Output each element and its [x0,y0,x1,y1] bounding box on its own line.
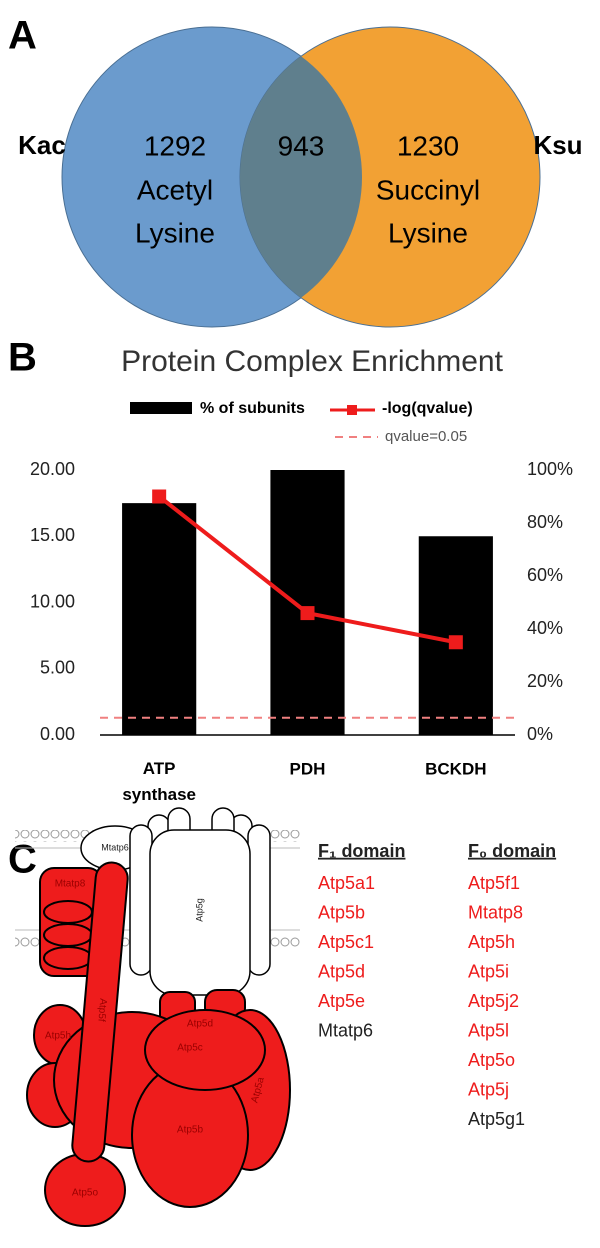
chart-title: Protein Complex Enrichment [121,345,503,378]
subunit-label: Atp5o [72,1188,99,1199]
legend-label: qvalue=0.05 [385,428,467,445]
venn-overlap [240,27,362,327]
set-label: Lysine [135,217,215,248]
subunit-label: Atp5c [177,1043,203,1054]
subunit-item: Atp5h [468,932,515,952]
panel-label: A [8,14,37,58]
x-tick-label: ATP synthase [122,759,196,804]
set-label: Succinyl [376,174,480,205]
subunit-item: Atp5b [318,902,365,922]
subunit-item: Atp5a1 [318,873,375,893]
legend-swatch [347,405,357,415]
y2-tick-label: 0% [527,724,553,744]
subunit-item: Atp5d [318,961,365,981]
line-marker [448,635,463,650]
y2-tick-label: 80% [527,512,563,532]
domain-heading: F₁ domain [318,841,405,861]
domain-heading: F₀ domain [468,841,556,861]
y2-tick-label: 100% [527,459,573,479]
bar [122,503,197,735]
atp-synthase-diagram [15,807,300,1227]
y2-tick-label: 60% [527,565,563,585]
panel-label: B [8,336,37,380]
subunit-item: Atp5j [468,1079,509,1099]
set-label: Acetyl [137,174,213,205]
subunit-item: Mtatp8 [468,902,523,922]
line-marker [152,489,167,504]
subunit-label: Atp5g [194,898,204,922]
subunit-label: Atp5b [177,1125,204,1136]
subunit-item: Atp5i [468,961,509,981]
subunit-label: Atp5f [95,998,108,1022]
set-name: Ksu [533,130,582,160]
y2-tick-label: 40% [527,618,563,638]
y-tick-label: 0.00 [40,724,75,744]
subunit-item: Atp5g1 [468,1109,525,1129]
set-label: Lysine [388,217,468,248]
panel-label: C [8,838,37,882]
overlap-count: 943 [278,130,325,161]
subunit-item: Atp5l [468,1020,509,1040]
subunit-label: Atp5h [45,1031,71,1042]
legend-label: % of subunits [200,400,305,417]
y-tick-label: 20.00 [30,459,75,479]
subunit-item: Atp5c1 [318,932,374,952]
set-name: Kac [18,130,66,160]
y-tick-label: 10.00 [30,591,75,611]
y-tick-label: 15.00 [30,525,75,545]
legend-swatch [130,402,192,414]
line-marker [300,606,315,621]
subunit-label: Mtatp8 [55,879,86,890]
set-count: 1230 [397,130,459,161]
y2-tick-label: 20% [527,671,563,691]
x-tick-label: BCKDH [425,759,486,778]
subunit-item: Mtatp6 [318,1020,373,1040]
legend-label: -log(qvalue) [382,400,473,417]
y-tick-label: 5.00 [40,658,75,678]
subunit-item: Atp5f1 [468,873,520,893]
subunit-item: Atp5o [468,1050,515,1070]
subunit-item: Atp5j2 [468,991,519,1011]
subunit-label: Mtatp6 [101,842,129,852]
set-count: 1292 [144,130,206,161]
subunit-item: Atp5e [318,991,365,1011]
subunit-label: Atp5d [187,1019,213,1030]
bar [270,470,345,735]
x-tick-label: PDH [290,759,326,778]
